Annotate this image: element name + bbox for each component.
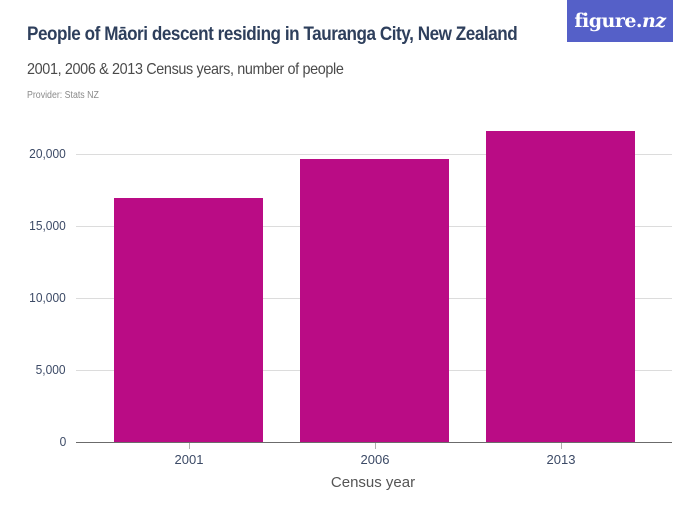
bar-2006[interactable]	[300, 159, 449, 442]
chart-title: People of Māori descent residing in Taur…	[27, 24, 518, 45]
provider-label: Provider: Stats NZ	[27, 90, 99, 101]
x-tick	[189, 443, 190, 449]
bar-2013[interactable]	[486, 131, 635, 442]
y-tick-label: 10,000	[29, 290, 66, 305]
y-tick-label: 20,000	[29, 146, 66, 161]
logo-text-main: figure.	[574, 10, 643, 32]
x-tick-label: 2001	[174, 452, 204, 467]
logo-text-accent: nz	[642, 10, 666, 32]
y-tick-label: 0	[59, 434, 66, 449]
gridline	[76, 154, 672, 155]
x-tick-label: 2006	[360, 452, 390, 467]
bar-2001[interactable]	[114, 198, 263, 442]
y-tick-label: 5,000	[36, 362, 66, 377]
figure-nz-logo[interactable]: figure. nz	[567, 0, 673, 42]
x-axis-line	[76, 442, 672, 443]
x-tick-label: 2013	[546, 452, 576, 467]
x-tick	[561, 443, 562, 449]
x-tick	[375, 443, 376, 449]
y-tick-label: 15,000	[29, 218, 66, 233]
x-axis-title: Census year	[330, 474, 416, 491]
chart-subtitle: 2001, 2006 & 2013 Census years, number o…	[27, 61, 344, 78]
